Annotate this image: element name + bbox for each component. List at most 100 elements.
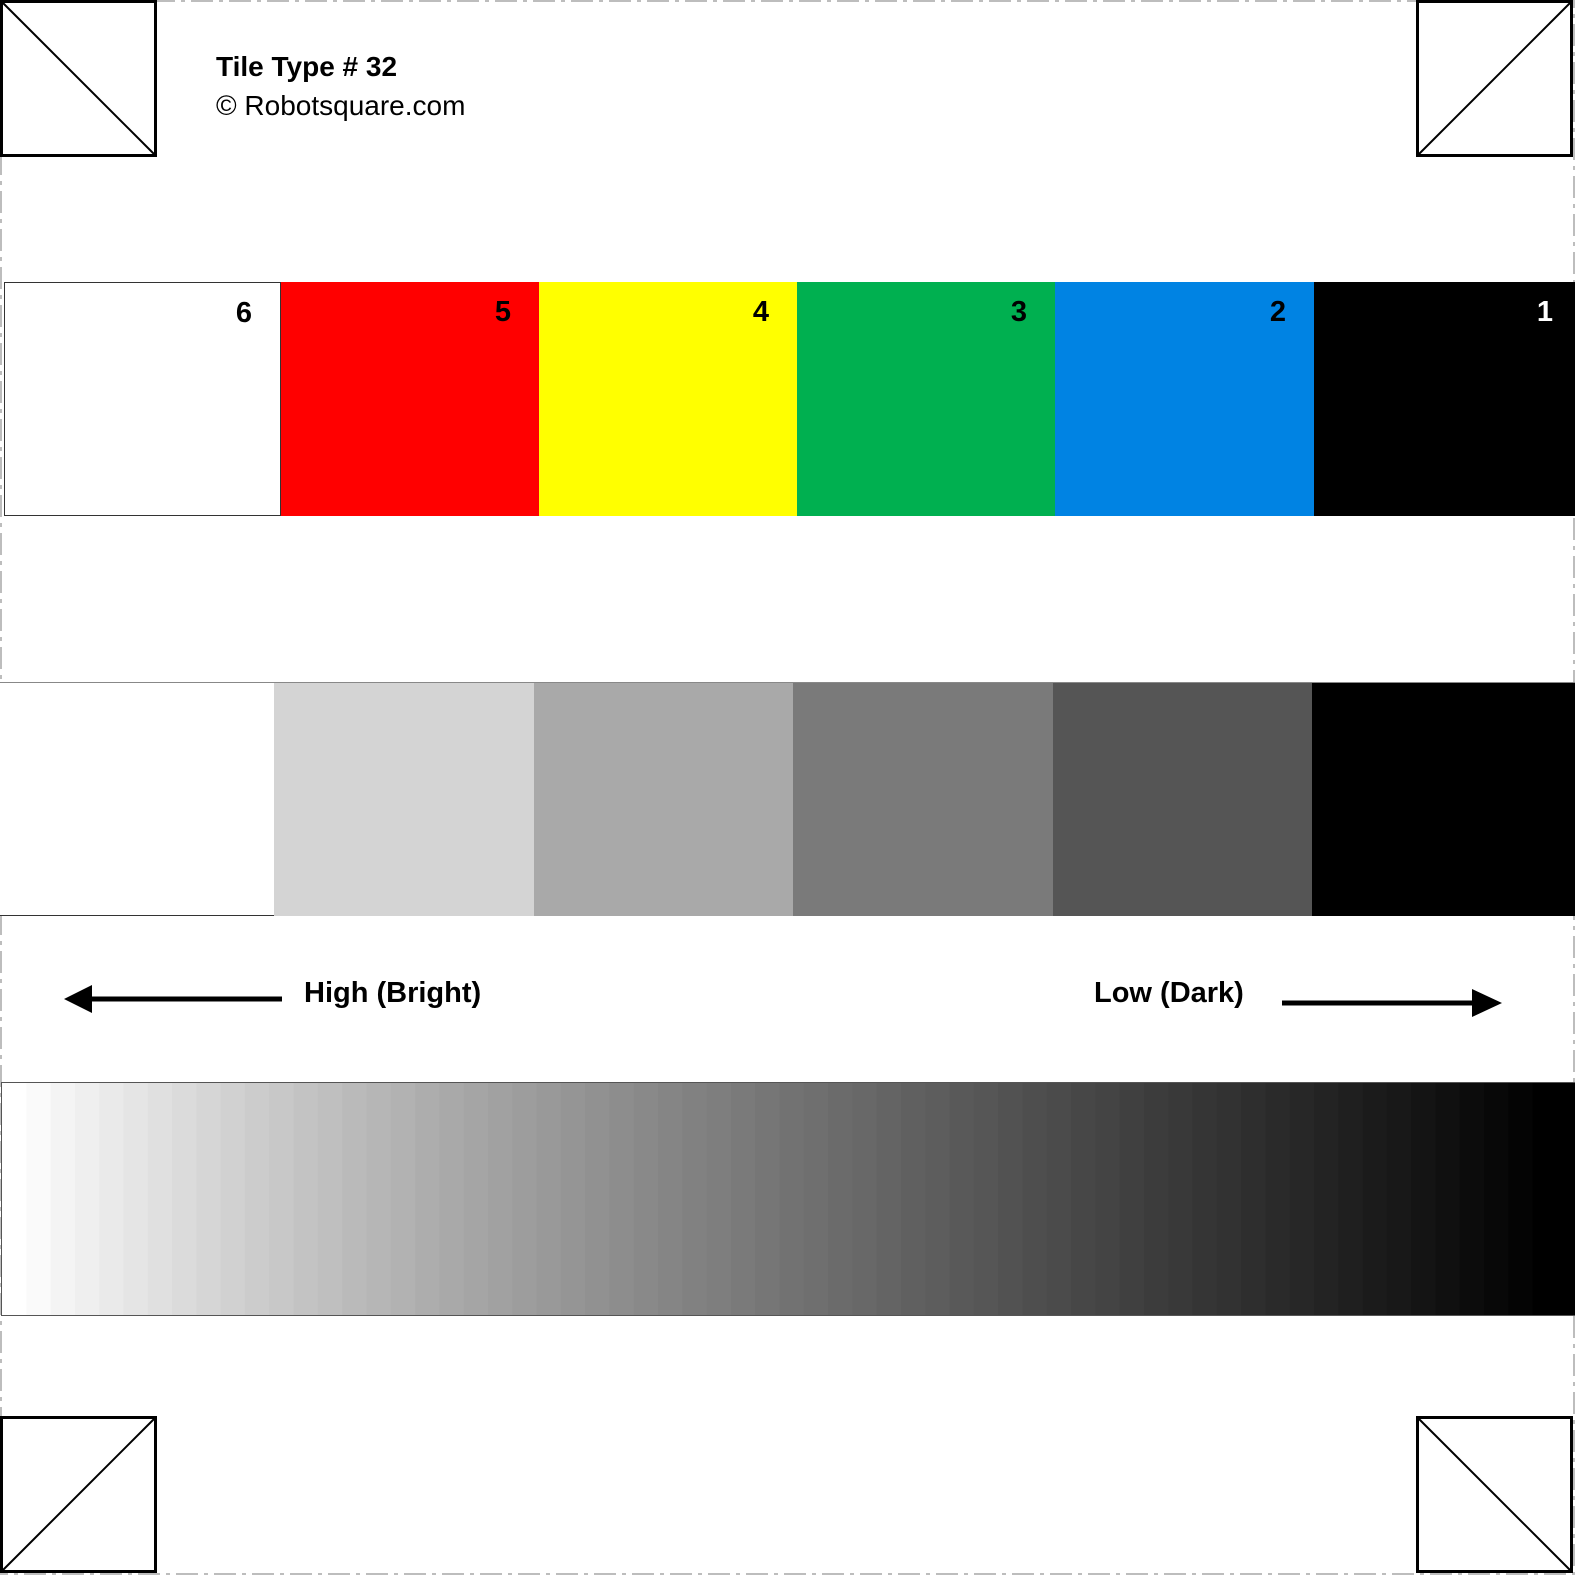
gray-swatch-medium-light	[534, 683, 793, 916]
gradient-step	[1216, 1083, 1242, 1315]
gradient-step	[1119, 1083, 1145, 1315]
gradient-step	[1484, 1083, 1510, 1315]
gradient-step	[998, 1083, 1024, 1315]
gradient-step	[366, 1083, 392, 1315]
corner-marker-bottom-left	[0, 1416, 157, 1573]
gradient-step	[172, 1083, 197, 1315]
swatch-number: 5	[494, 296, 511, 328]
right-arrow-icon	[1282, 989, 1502, 1017]
title-block: Tile Type # 32 © Robotsquare.com	[216, 48, 465, 126]
swatch-number: 1	[1536, 296, 1553, 328]
gradient-step	[852, 1083, 878, 1315]
gradient-step	[74, 1083, 100, 1315]
gradient-step	[123, 1083, 149, 1315]
gradient-step	[390, 1083, 416, 1315]
gradient-step	[949, 1083, 975, 1315]
gradient-step	[1459, 1083, 1485, 1315]
gradient-step	[244, 1083, 270, 1315]
gradient-step	[196, 1083, 222, 1315]
gradient-step	[439, 1083, 465, 1315]
gray-swatch-dark	[1053, 683, 1312, 916]
color-swatch-yellow: 4	[539, 282, 797, 516]
swatch-number: 2	[1269, 296, 1286, 328]
gradient-step	[1168, 1083, 1194, 1315]
gradient-step	[2, 1083, 27, 1315]
gradient-step	[1532, 1083, 1558, 1315]
gradient-step	[876, 1083, 902, 1315]
gradient-step	[1386, 1083, 1412, 1315]
gradient-step	[463, 1083, 489, 1315]
gradient-step	[730, 1083, 756, 1315]
gradient-step	[512, 1083, 538, 1315]
color-swatch-strip: 6 5 4 3 2 1	[4, 282, 1575, 516]
gradient-step	[633, 1083, 659, 1315]
gradient-step	[1314, 1083, 1339, 1315]
gradient-step	[779, 1083, 805, 1315]
swatch-number: 3	[1010, 296, 1027, 328]
gradient-step	[609, 1083, 635, 1315]
gradient-step	[803, 1083, 829, 1315]
gradient-step	[1022, 1083, 1048, 1315]
gradient-step	[1143, 1083, 1169, 1315]
gradient-step	[220, 1083, 246, 1315]
left-arrow-icon	[64, 985, 282, 1013]
gradient-step	[706, 1083, 732, 1315]
color-swatch-green: 3	[797, 282, 1055, 516]
gradient-step	[269, 1083, 295, 1315]
gradient-step	[1192, 1083, 1218, 1315]
gradient-step	[293, 1083, 319, 1315]
corner-marker-top-right	[1416, 0, 1573, 157]
gradient-step	[1071, 1083, 1096, 1315]
gradient-step	[755, 1083, 781, 1315]
gradient-step	[342, 1083, 368, 1315]
gray-swatch-light	[274, 683, 534, 916]
high-bright-label: High (Bright)	[304, 977, 482, 1009]
gradient-step	[658, 1083, 683, 1315]
gradient-step	[1435, 1083, 1461, 1315]
color-swatch-white: 6	[4, 282, 281, 516]
gray-swatch-black	[1312, 683, 1575, 916]
swatch-number: 4	[752, 296, 769, 328]
brightness-scale: High (Bright) Low (Dark)	[0, 975, 1575, 1025]
gradient-step	[26, 1083, 52, 1315]
color-swatch-blue: 2	[1055, 282, 1314, 516]
swatch-number: 6	[235, 297, 252, 329]
color-swatch-black: 1	[1314, 282, 1575, 516]
gradient-step	[536, 1083, 562, 1315]
gradient-step	[415, 1083, 440, 1315]
gray-swatch-strip	[0, 682, 1575, 916]
color-swatch-red: 5	[281, 282, 539, 516]
gradient-step	[1411, 1083, 1437, 1315]
tile-title: Tile Type # 32	[216, 51, 398, 82]
gradient-step	[682, 1083, 708, 1315]
gradient-step	[925, 1083, 951, 1315]
low-dark-label: Low (Dark)	[1094, 977, 1244, 1009]
gradient-step	[560, 1083, 586, 1315]
gradient-step	[1289, 1083, 1315, 1315]
gradient-step	[1241, 1083, 1267, 1315]
corner-marker-bottom-right	[1416, 1416, 1573, 1573]
gradient-step	[1046, 1083, 1072, 1315]
copyright-notice: © Robotsquare.com	[216, 90, 466, 121]
gradient-steps	[2, 1083, 1575, 1315]
gradient-step	[487, 1083, 513, 1315]
gray-swatch-medium	[793, 683, 1053, 916]
corner-marker-top-left	[0, 0, 157, 157]
gradient-step	[973, 1083, 999, 1315]
gradient-end-band	[1557, 1083, 1575, 1315]
gradient-step	[1265, 1083, 1291, 1315]
gradient-step	[1508, 1083, 1534, 1315]
gradient-step	[1362, 1083, 1388, 1315]
gradient-step	[317, 1083, 343, 1315]
gradient-step	[50, 1083, 76, 1315]
gradient-step	[99, 1083, 125, 1315]
gradient-step	[900, 1083, 926, 1315]
gradient-step	[1338, 1083, 1364, 1315]
gradient-step	[1095, 1083, 1121, 1315]
gradient-step	[828, 1083, 853, 1315]
gradient-strip	[1, 1082, 1575, 1316]
gradient-step	[585, 1083, 611, 1315]
gradient-step	[147, 1083, 173, 1315]
gray-swatch-white	[0, 683, 274, 916]
